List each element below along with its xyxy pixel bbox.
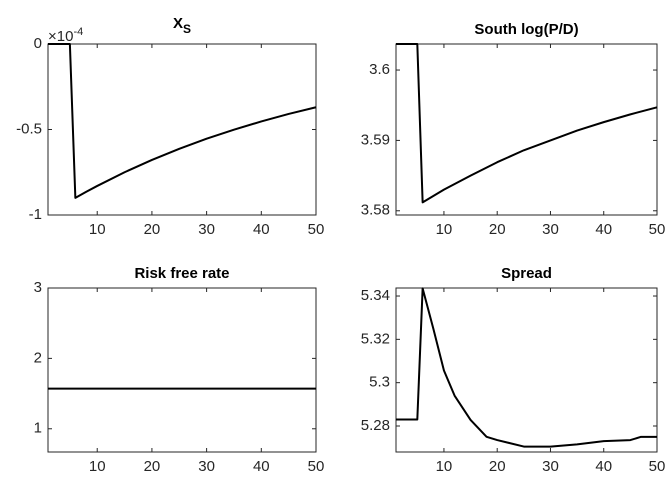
y-tick-label: 5.3 [369, 374, 390, 391]
axes-box [47, 287, 317, 453]
x-tick-label: 40 [595, 458, 612, 475]
y-tick-label: -0.5 [16, 120, 42, 137]
y-tick-label: 0 [34, 35, 42, 52]
subplot-title: Spread [501, 265, 552, 282]
x-tick-label: 10 [89, 458, 106, 475]
x-tick-label: 20 [489, 458, 506, 475]
axes-box [395, 43, 658, 216]
x-tick-label: 50 [308, 221, 325, 238]
axes-box [395, 287, 658, 453]
subplot-title: XS [173, 15, 191, 36]
y-tick-label: 5.34 [361, 287, 390, 304]
title-text: Risk free rate [134, 265, 229, 282]
y-tick-label: 1 [34, 420, 42, 437]
title-text: Spread [501, 265, 552, 282]
subplot: -1 -0.5 0 10 20 30 40 50 XS ×10-4 [16, 15, 324, 238]
x-tick-label: 20 [144, 458, 161, 475]
y-tick-label: 2 [34, 349, 42, 366]
y-tick-label: 3.59 [361, 131, 390, 148]
subplot: 1 2 3 10 20 30 40 50 Risk free rate [34, 265, 325, 475]
x-tick-label: 20 [489, 221, 506, 238]
y-tick-label: -1 [29, 206, 42, 223]
y-multiplier: ×10-4 [48, 26, 83, 45]
x-tick-label: 50 [308, 458, 325, 475]
multiplier-exponent: -4 [73, 26, 83, 38]
y-tick-label: 5.32 [361, 330, 390, 347]
axes-box [47, 43, 317, 216]
x-tick-label: 50 [649, 221, 666, 238]
y-tick-label: 3.58 [361, 202, 390, 219]
x-tick-label: 10 [89, 221, 106, 238]
line [48, 43, 317, 199]
multiplier-base: ×10 [48, 28, 73, 45]
subplot-title: Risk free rate [134, 265, 229, 282]
x-tick-label: 10 [436, 458, 453, 475]
x-tick-label: 40 [595, 221, 612, 238]
subplot-title: South log(P/D) [474, 21, 578, 38]
line [396, 287, 657, 448]
y-tick-label: 3.6 [369, 61, 390, 78]
y-tick-label: 3 [34, 279, 42, 296]
x-tick-label: 40 [253, 221, 270, 238]
x-tick-label: 10 [436, 221, 453, 238]
x-tick-label: 30 [542, 458, 559, 475]
line [396, 43, 658, 204]
subplot: 3.58 3.59 3.6 10 20 30 40 50 South log(P/D) [361, 21, 666, 238]
x-tick-label: 20 [144, 221, 161, 238]
x-tick-label: 30 [198, 458, 215, 475]
title-text: X [173, 15, 183, 32]
x-tick-label: 50 [649, 458, 666, 475]
x-tick-label: 30 [542, 221, 559, 238]
x-tick-label: 30 [198, 221, 215, 238]
y-tick-label: 5.28 [361, 417, 390, 434]
title-text: South log(P/D) [474, 21, 578, 38]
subplot: 5.28 5.3 5.32 5.34 10 20 30 40 50 Spread [361, 265, 666, 475]
title-subscript: S [183, 22, 191, 36]
x-tick-label: 40 [253, 458, 270, 475]
